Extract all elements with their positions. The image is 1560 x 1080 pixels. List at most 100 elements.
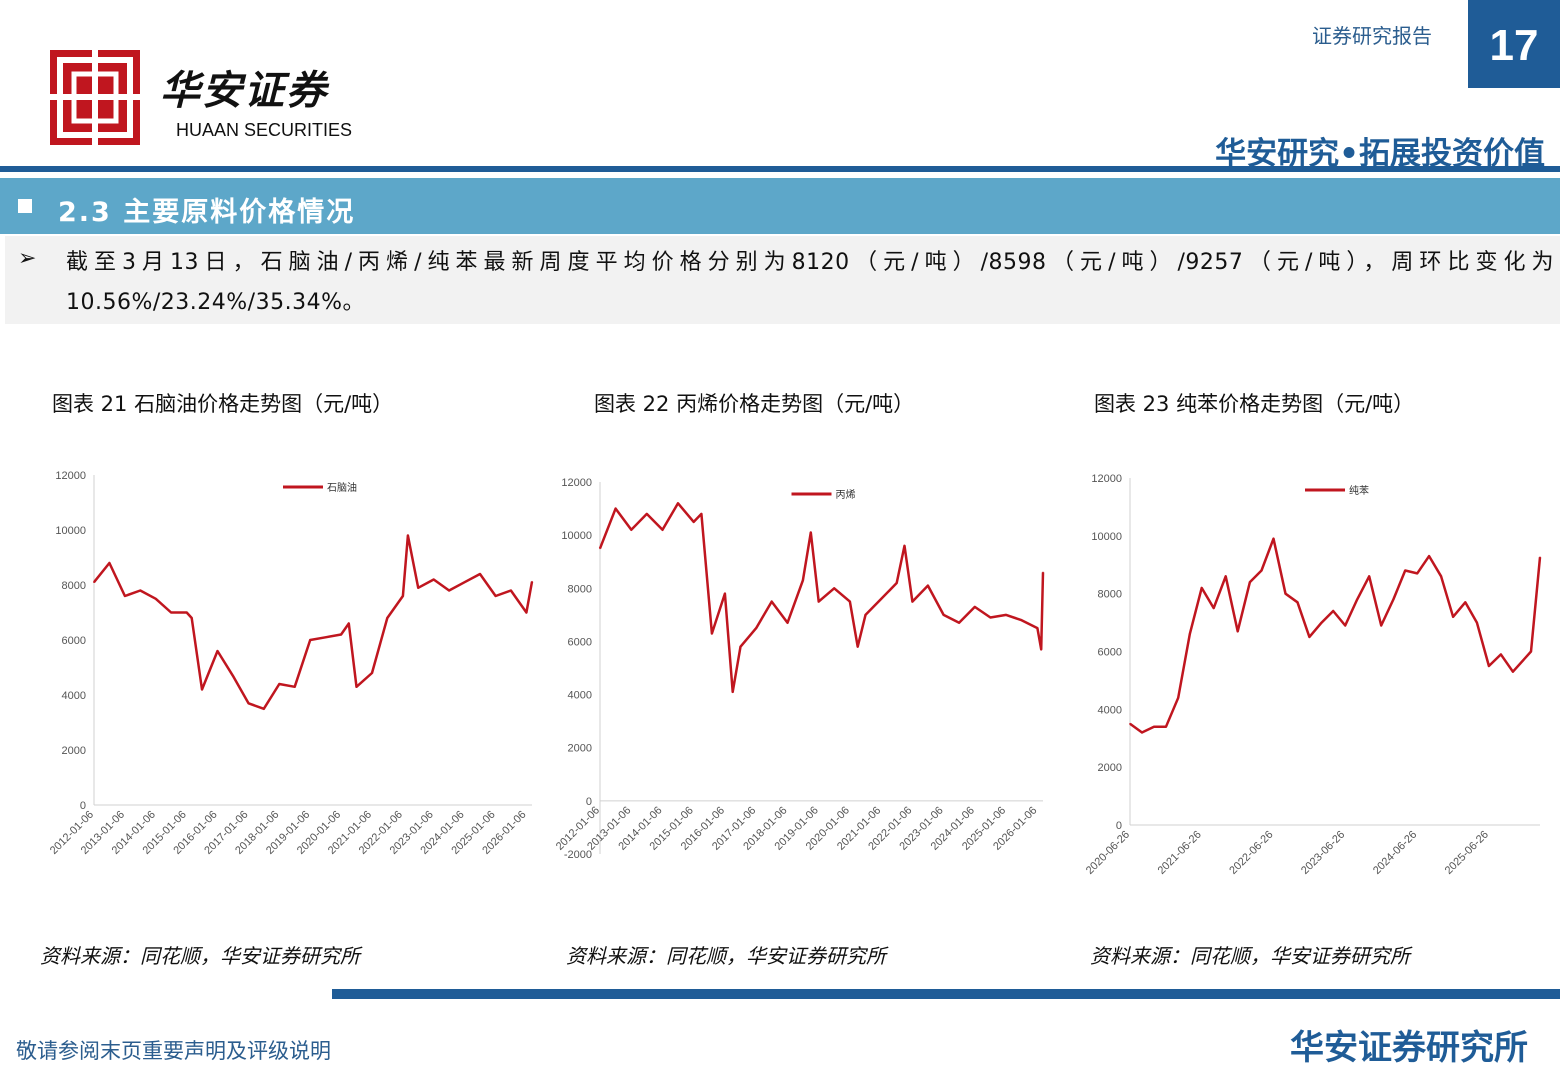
data-point: [463, 581, 466, 583]
legend-label: 石脑油: [327, 481, 357, 494]
institute-name: 华安证券研究所: [1290, 1028, 1528, 1068]
logo-emblem-icon: [50, 50, 140, 145]
section-title: 2.3 主要原料价格情况: [58, 197, 356, 228]
y-tick-label: 10000: [1091, 531, 1122, 543]
data-point: [407, 534, 409, 537]
data-point: [448, 589, 450, 592]
data-point: [1141, 731, 1143, 734]
data-point: [293, 686, 296, 688]
arrow-bullet-icon: ➢: [18, 246, 37, 271]
data-point: [724, 592, 726, 595]
data-point: [1440, 575, 1442, 578]
data-point: [185, 611, 188, 614]
data-point: [479, 573, 481, 575]
figure-title-benzene: 图表 23 纯苯价格走势图（元/吨）: [1094, 392, 1415, 416]
data-point: [1416, 572, 1418, 575]
footer-divider: [332, 989, 1560, 999]
y-tick-label: 4000: [62, 690, 86, 702]
data-point: [170, 611, 172, 614]
x-tick-label: 2024-06-26: [1371, 829, 1419, 877]
data-point: [677, 502, 679, 505]
series-line-1: [598, 502, 1045, 694]
x-tick-label: 2020-06-26: [1084, 829, 1132, 877]
logo-name-en: HUAAN SECURITIES: [176, 120, 353, 140]
data-point: [810, 531, 812, 534]
data-point: [770, 600, 773, 603]
data-point: [692, 521, 695, 523]
data-point: [432, 578, 435, 581]
data-point: [190, 617, 193, 619]
data-point: [817, 600, 820, 603]
data-point: [139, 589, 142, 592]
data-point: [786, 622, 789, 624]
data-point: [1129, 723, 1131, 725]
y-tick-label: 2000: [62, 745, 86, 757]
x-tick-label: 2023-06-26: [1299, 829, 1347, 877]
data-point: [614, 507, 617, 510]
data-point: [1392, 598, 1395, 601]
data-point: [1224, 575, 1227, 578]
y-tick-label: 12000: [1091, 473, 1122, 485]
data-point: [348, 622, 350, 625]
summary-text: 截至3月13日，石脑油/丙烯/纯苯最新周度平均价格分别为8120（元/吨）/85…: [66, 250, 1554, 315]
data-point: [124, 595, 126, 597]
data-point: [1428, 555, 1430, 557]
data-point: [386, 617, 389, 619]
header-divider: [0, 166, 1560, 172]
data-point: [700, 513, 703, 515]
y-tick-label: 6000: [1098, 647, 1122, 659]
data-point: [525, 611, 528, 614]
y-tick-label: 10000: [55, 525, 86, 537]
data-point: [324, 636, 327, 639]
data-point: [494, 595, 497, 597]
y-tick-label: 10000: [561, 530, 592, 542]
data-point: [278, 683, 281, 685]
data-point: [1500, 653, 1502, 656]
propylene-price-chart: -2000 0 2000 4000 6000 8000 10000 12000 2012-01-…: [548, 470, 1053, 870]
data-point: [1236, 630, 1239, 633]
data-point: [1153, 725, 1155, 728]
data-point: [1177, 697, 1179, 699]
naphtha-price-chart: 0 2000 4000 6000 8000 10000 12000 2012-01-06 201…: [30, 460, 540, 880]
data-point: [739, 645, 742, 648]
y-tick-label: 8000: [568, 583, 592, 595]
legend-label: 纯苯: [1349, 484, 1369, 497]
propylene-chart-svg: -20000200040006000800010000120002012-01-…: [554, 477, 1045, 861]
data-point: [1036, 627, 1039, 629]
data-point: [1042, 571, 1044, 574]
square-bullet-icon: [18, 199, 32, 213]
y-tick-label: 4000: [1098, 704, 1122, 716]
data-point: [958, 622, 960, 624]
y-tick-label: 2000: [568, 743, 592, 755]
data-point: [510, 589, 512, 592]
data-point: [903, 545, 906, 547]
data-point: [1464, 601, 1467, 604]
data-point: [1189, 633, 1191, 635]
y-tick-label: 8000: [62, 580, 86, 592]
logo-emblem: [50, 50, 140, 145]
data-point: [263, 708, 265, 710]
data-point: [1308, 636, 1311, 638]
y-tick-label: 6000: [568, 636, 592, 648]
source-note-benzene: 资料来源：同花顺，华安证券研究所: [1090, 944, 1410, 968]
y-tick-label: 8000: [1098, 589, 1122, 601]
data-point: [911, 600, 914, 603]
data-point: [599, 547, 601, 550]
y-tick-label: 0: [1116, 820, 1122, 832]
legend-label: 丙烯: [836, 488, 856, 501]
data-point: [371, 672, 373, 674]
section-header-bar: [0, 178, 1560, 234]
data-point: [661, 529, 664, 531]
data-point: [1404, 569, 1406, 572]
data-point: [856, 645, 859, 648]
data-point: [355, 686, 358, 688]
data-point: [1488, 665, 1490, 667]
data-point: [232, 675, 234, 677]
data-point: [711, 632, 713, 635]
figure-title-naphtha: 图表 21 石脑油价格走势图（元/吨）: [52, 392, 394, 416]
y-tick-label: 6000: [62, 635, 86, 647]
x-tick-label: 2025-06-26: [1443, 829, 1491, 877]
data-point: [1260, 569, 1263, 572]
data-point: [1005, 614, 1007, 616]
data-point: [1530, 650, 1532, 653]
